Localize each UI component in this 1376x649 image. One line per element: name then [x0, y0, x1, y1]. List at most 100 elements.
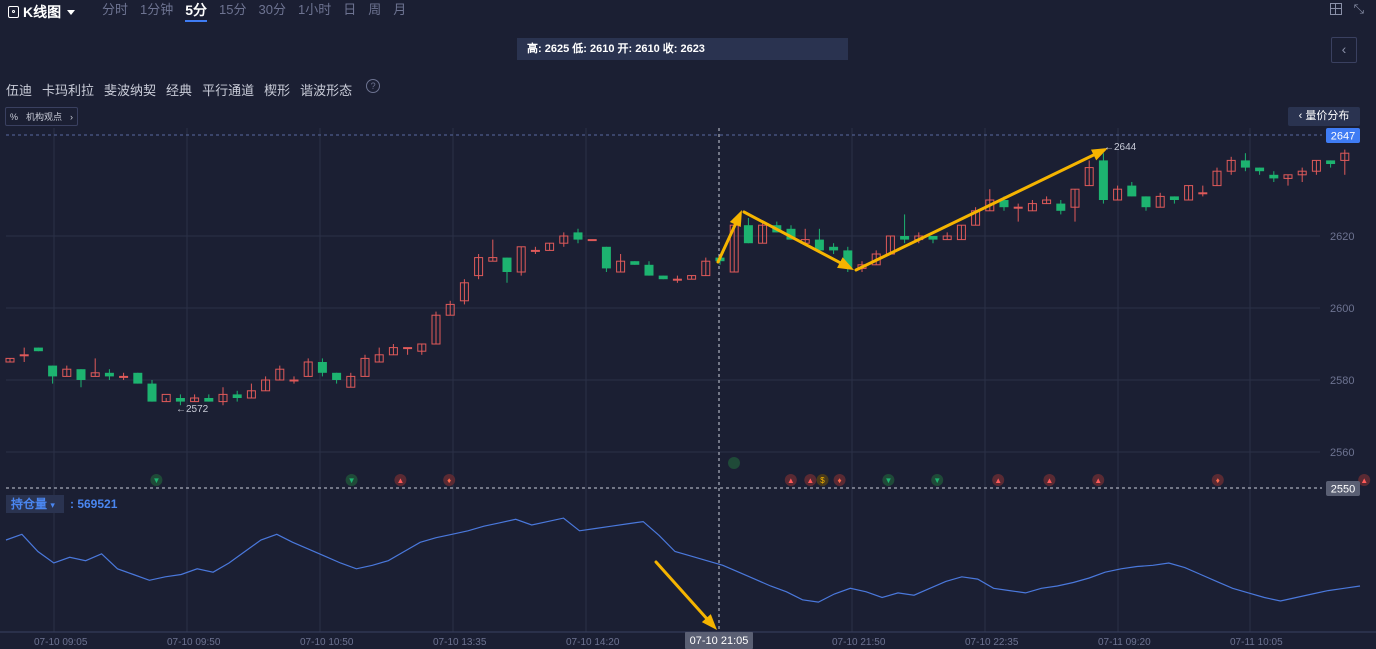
- candle-body: [1297, 170, 1307, 176]
- candle-body: [1311, 159, 1321, 172]
- tab-period[interactable]: 1小时: [297, 2, 332, 17]
- signal-glyph: ▲: [396, 476, 404, 485]
- signal-markers: ▼▼▲♦▲▲$♦▼▼▲▲▲♦▲▼: [150, 457, 1371, 486]
- candle-body: [545, 242, 555, 251]
- tab-period[interactable]: 分时: [102, 2, 129, 17]
- pattern-item[interactable]: 谐波形态: [300, 83, 353, 98]
- candle-body: [758, 224, 768, 244]
- period-tabs: 分时 1分钟 5分 15分 30分 1小时 日 周 月: [102, 2, 418, 22]
- price-distribution-button[interactable]: ‹ 量价分布: [1288, 107, 1360, 126]
- x-tick-label: 07-10 09:05: [34, 637, 88, 648]
- pattern-item[interactable]: 卡玛利拉: [42, 83, 95, 98]
- x-tick-label: 07-10 09:50: [167, 637, 221, 648]
- low-price-label: ←2572: [176, 404, 209, 415]
- current-price-tag: [1326, 128, 1360, 143]
- y-tick-label: 2580: [1330, 375, 1354, 387]
- signal-marker: [882, 474, 895, 486]
- candle-body: [1198, 192, 1208, 195]
- candle-body: [1184, 185, 1194, 201]
- signal-glyph: ▲: [994, 476, 1002, 485]
- signal-glyph: ▼: [152, 476, 160, 485]
- candle-body: [1269, 174, 1279, 179]
- candle-body: [289, 379, 299, 382]
- chart-icon: [8, 6, 19, 18]
- y-tick-label: 2620: [1330, 231, 1354, 243]
- pattern-item[interactable]: 平行通道: [202, 83, 255, 98]
- pattern-item[interactable]: 伍迪: [6, 83, 33, 98]
- collapse-button[interactable]: ‹: [1331, 37, 1357, 63]
- tab-period[interactable]: 1分钟: [140, 2, 174, 17]
- shrink-icon[interactable]: ⤡: [1353, 1, 1364, 16]
- chart-grid: [0, 128, 1376, 633]
- tab-period[interactable]: 30分: [258, 2, 286, 17]
- crosshair-time-tag: [685, 632, 753, 649]
- percent-icon: %: [10, 111, 19, 122]
- help-icon[interactable]: ?: [366, 78, 381, 93]
- signal-glyph: $: [820, 476, 825, 485]
- x-tick-label: 07-11 09:20: [1098, 637, 1151, 648]
- grid-layout-icon[interactable]: [1329, 3, 1342, 15]
- candle-body: [786, 228, 796, 240]
- annotation-arrows: [654, 148, 1108, 630]
- chart-type-selector[interactable]: K线图: [8, 2, 76, 22]
- chevron-right-icon: ›: [70, 111, 74, 122]
- candle-body: [403, 347, 413, 350]
- tab-period-active[interactable]: 5分: [185, 2, 208, 22]
- candle-body: [19, 354, 29, 357]
- arrow-up-2-head: [1090, 148, 1108, 161]
- signal-glyph: ▲: [1045, 476, 1053, 485]
- candle-body: [459, 282, 469, 302]
- candle-body: [1169, 196, 1179, 200]
- x-tick-label: 07-10 13:35: [433, 637, 487, 648]
- ohlc-tooltip: 高: 2625 低: 2610 开: 2610 收: 2623: [517, 38, 848, 60]
- signal-marker: [345, 474, 358, 486]
- pattern-item[interactable]: 楔形: [264, 83, 291, 98]
- pattern-item[interactable]: 斐波纳契: [104, 83, 157, 98]
- candle-body: [275, 368, 285, 381]
- tab-period[interactable]: 15分: [219, 2, 247, 17]
- tab-period[interactable]: 日: [343, 2, 357, 17]
- candle-body: [190, 397, 200, 403]
- candle-body: [431, 314, 441, 345]
- high-price-label: ←2644: [1104, 142, 1137, 153]
- candle-body: [644, 264, 654, 276]
- candle-body: [246, 390, 256, 399]
- crosshair-price-value: 2550: [1331, 484, 1355, 496]
- candle-body: [672, 278, 682, 281]
- candle-body: [942, 235, 952, 241]
- candle-body: [743, 225, 753, 244]
- x-tick-label: 07-10 21:50: [832, 637, 886, 648]
- candle-body: [5, 357, 15, 363]
- institution-view-button[interactable]: % 机构观点 ›: [5, 107, 79, 126]
- candle-body: [701, 260, 711, 277]
- indicator-value: : 569521: [70, 497, 118, 511]
- tab-period[interactable]: 月: [393, 2, 407, 17]
- candle-body: [1226, 159, 1236, 172]
- candle-body: [133, 372, 143, 384]
- candle-body: [76, 369, 86, 380]
- arrow-up-1-head: [729, 210, 742, 228]
- candle-body: [119, 375, 129, 378]
- tab-period[interactable]: 周: [368, 2, 382, 17]
- candle-body: [147, 383, 157, 402]
- candle-body: [516, 246, 526, 273]
- candle-body: [1042, 199, 1052, 205]
- open-interest-series: [5, 517, 1361, 603]
- indicator-selector[interactable]: 持仓量 ▾: [6, 495, 64, 513]
- candle-body: [829, 246, 839, 251]
- signal-marker: [992, 474, 1005, 486]
- signal-glyph: ▼: [933, 476, 941, 485]
- signal-glyph: ▲: [1094, 476, 1102, 485]
- candle-body: [175, 398, 185, 402]
- toolbar-right: ⤡: [1329, 1, 1364, 16]
- candle-body: [1013, 206, 1023, 209]
- x-tick-label: 07-11 10:05: [1230, 637, 1283, 648]
- signal-glyph: ▼: [348, 476, 356, 485]
- pattern-item[interactable]: 经典: [166, 83, 193, 98]
- candle-body: [161, 393, 171, 403]
- signal-marker: [443, 474, 456, 486]
- candle-body: [900, 236, 910, 240]
- signal-marker: [728, 457, 740, 469]
- candle-body: [530, 249, 540, 252]
